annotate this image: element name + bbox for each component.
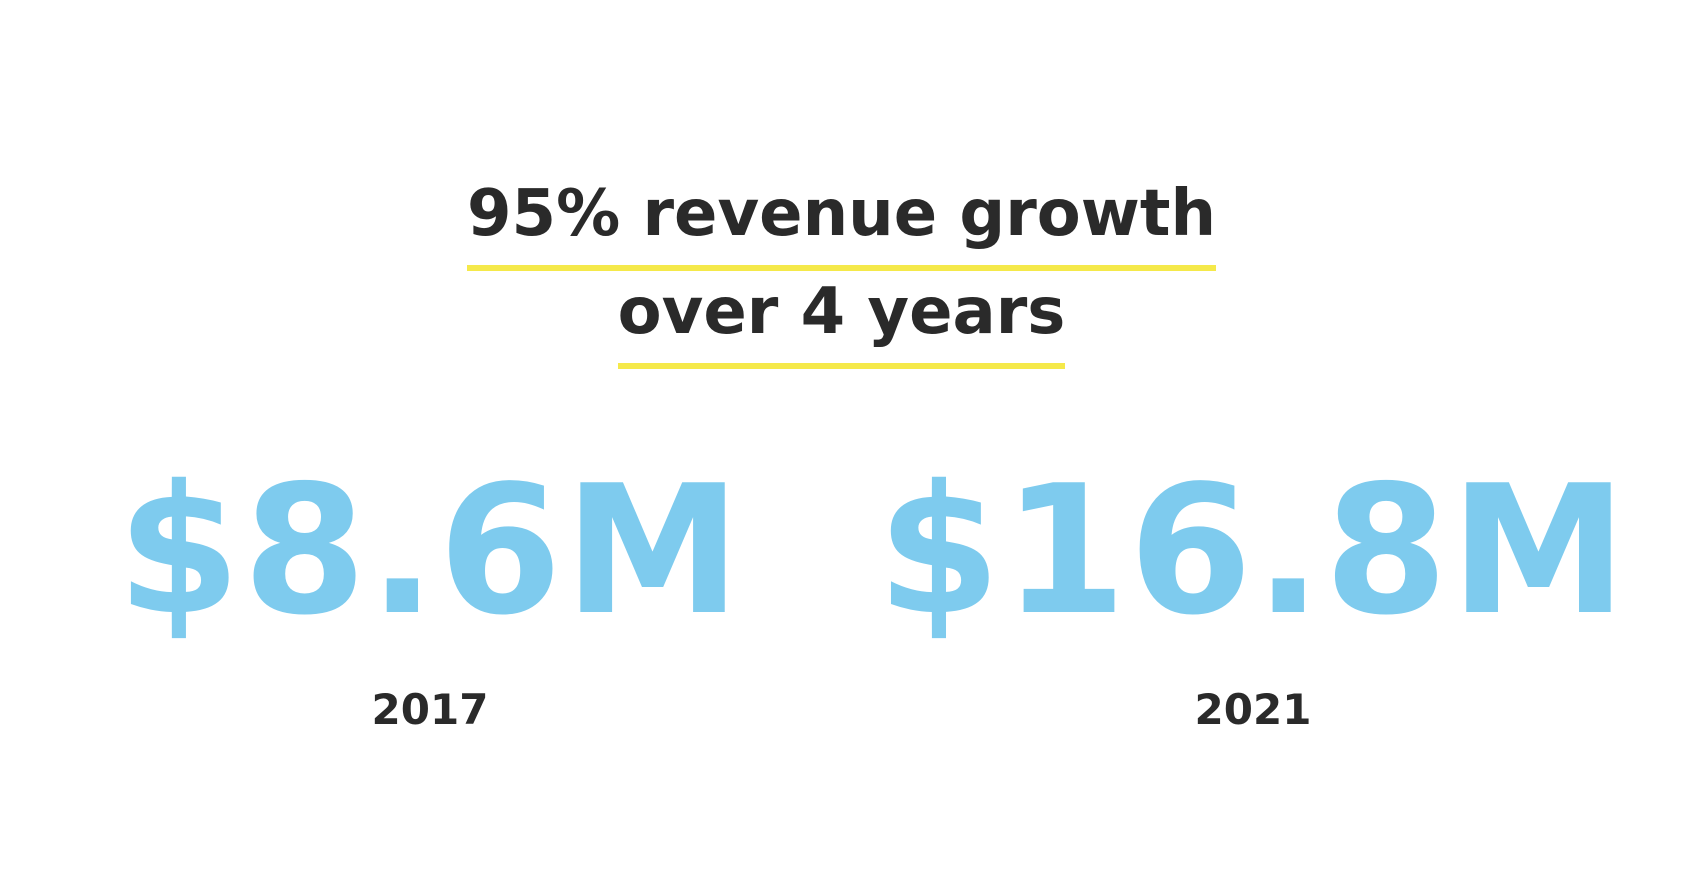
stat-amount: $16.8M bbox=[876, 447, 1630, 654]
headline-line-2: over 4 years bbox=[617, 263, 1066, 369]
stat-year: 2021 bbox=[1194, 685, 1312, 734]
headline-row-2: over 4 years bbox=[0, 263, 1683, 369]
headline-row-1: 95% revenue growth bbox=[0, 165, 1683, 271]
stat-2017: $8.6M 2017 bbox=[40, 462, 820, 734]
stat-year: 2017 bbox=[371, 685, 489, 734]
stat-amount: $8.6M bbox=[116, 447, 744, 654]
stat-2021: $16.8M 2021 bbox=[863, 462, 1643, 734]
headline: 95% revenue growth over 4 years bbox=[0, 165, 1683, 369]
headline-line-1: 95% revenue growth bbox=[467, 165, 1216, 271]
